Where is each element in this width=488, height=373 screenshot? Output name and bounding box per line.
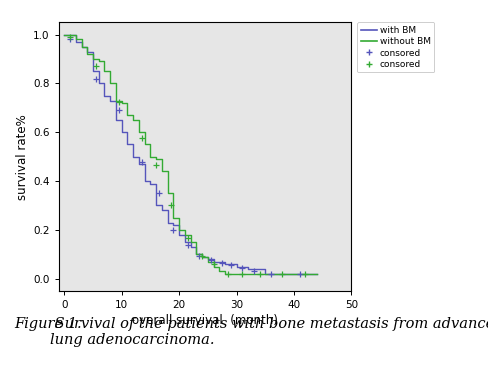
Y-axis label: survival rate%: survival rate% (16, 114, 29, 200)
Text: Figure 1.: Figure 1. (15, 317, 82, 331)
Text: Survival of the patients with bone metastasis from advanced
lung adenocarcinoma.: Survival of the patients with bone metas… (50, 317, 488, 347)
Legend: with BM, without BM, consored, consored: with BM, without BM, consored, consored (357, 22, 434, 72)
X-axis label: overall survival  (month): overall survival (month) (132, 314, 278, 327)
